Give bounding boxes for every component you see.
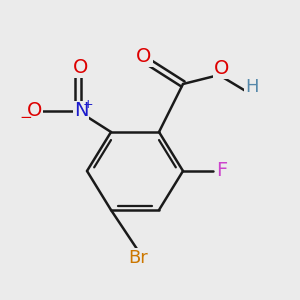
Text: O: O xyxy=(136,47,152,67)
Text: F: F xyxy=(216,161,228,181)
Text: O: O xyxy=(73,58,89,77)
Text: Br: Br xyxy=(128,249,148,267)
Text: O: O xyxy=(214,59,230,79)
Text: O: O xyxy=(27,101,42,121)
Text: −: − xyxy=(19,110,32,124)
Text: N: N xyxy=(74,101,88,121)
Text: +: + xyxy=(82,98,93,111)
Text: H: H xyxy=(245,78,259,96)
